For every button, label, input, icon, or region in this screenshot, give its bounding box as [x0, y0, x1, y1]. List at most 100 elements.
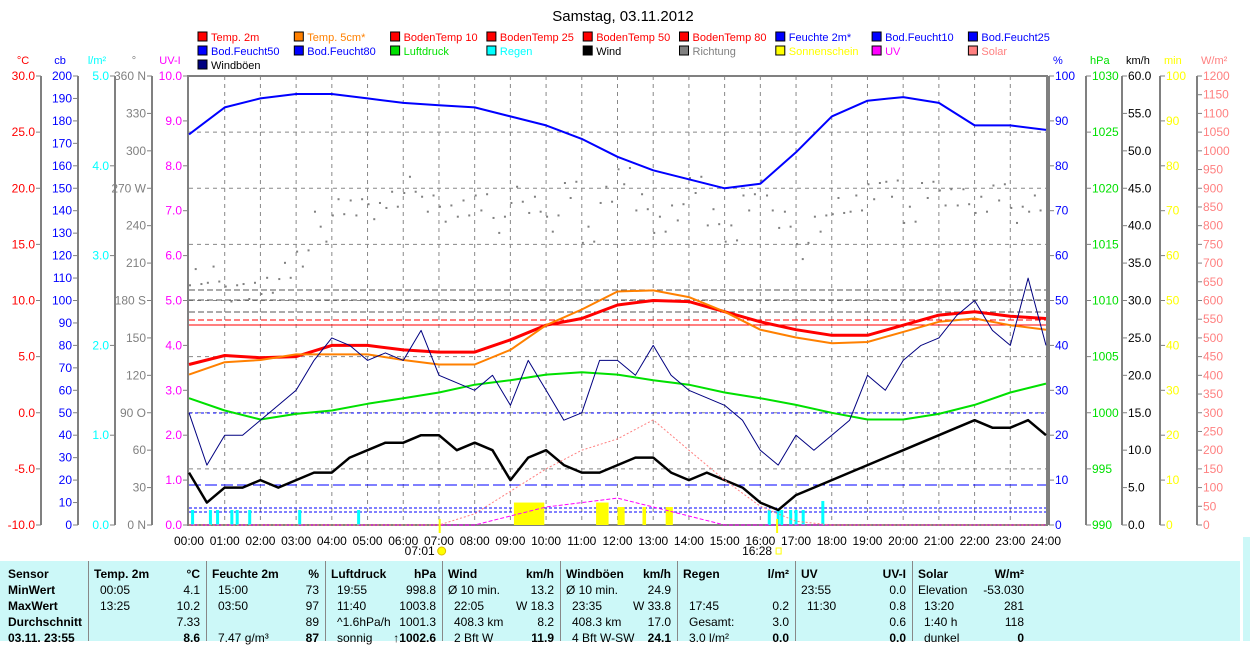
direction-dot	[956, 204, 959, 207]
table-cell: Durchschnitt	[8, 615, 83, 629]
sunshine-bar	[665, 507, 673, 525]
direction-dot	[831, 213, 834, 216]
table-cell: 1001.3	[399, 615, 436, 629]
direction-dot	[748, 209, 751, 212]
axis-tick-label: 10.0	[159, 69, 183, 83]
axis-tick-label: 1015	[1092, 237, 1119, 251]
axis-tick-label: 80	[1055, 159, 1069, 173]
table-cell: 97	[305, 599, 319, 613]
table-cell: 89	[305, 615, 319, 629]
table-cell: 10.2	[176, 599, 200, 613]
axis-tick-label: 180 S	[115, 294, 146, 308]
table-cell: Sensor	[8, 567, 49, 581]
axis-tick-label: 200	[52, 69, 72, 83]
rain-bar	[298, 510, 302, 525]
table-cell: 03.11. 23:55	[8, 631, 75, 645]
legend-swatch	[582, 45, 593, 56]
direction-dot	[516, 185, 519, 188]
axis-tick-label: 600	[1203, 294, 1223, 308]
series-windb-en	[188, 277, 1047, 466]
table-cell: 17:45	[689, 599, 720, 613]
axis-tick-label: 7.0	[165, 204, 182, 218]
direction-dot	[753, 193, 756, 196]
legend-item: Sonnenschein	[775, 45, 859, 58]
table-cell: 13.2	[530, 583, 554, 597]
direction-dot	[825, 214, 828, 217]
axis-tick-label: 10.0	[12, 294, 36, 308]
table-cell: W 18.3	[515, 599, 554, 613]
legend-label: Temp. 5cm*	[307, 32, 366, 44]
direction-dot	[468, 214, 471, 217]
table-cell: 408.3 km	[454, 615, 504, 629]
x-tick-label: 05:00	[353, 534, 383, 548]
moon-icon	[775, 547, 782, 555]
legend-item: Feuchte 2m*	[775, 31, 852, 44]
axis-tick-label: 20	[59, 473, 73, 487]
axis-tick-label: 30	[1055, 383, 1069, 397]
direction-dot	[546, 215, 549, 218]
axis-tick-label: 40	[59, 428, 73, 442]
legend-item: Richtung	[679, 45, 736, 58]
axis-tick-label: 330	[126, 106, 146, 120]
legend-swatch	[775, 31, 786, 42]
table-cell: 22:05	[454, 599, 485, 613]
direction-dot	[313, 210, 316, 213]
table-cell: 0.0	[889, 583, 906, 597]
x-tick-label: 04:00	[317, 534, 347, 548]
x-tick-label: 02:00	[245, 534, 275, 548]
axis-tick-label: 20.0	[12, 181, 36, 195]
axis-tick-label: 700	[1203, 256, 1223, 270]
axis-left-1: cb 0 10 20 30 40 50 60 70 80 90 100 110 120 130 140 150 1…	[52, 55, 79, 532]
legend-swatch	[679, 31, 689, 42]
axis-tick-label: 10	[59, 496, 73, 510]
legend-label: BodenTemp 10	[404, 32, 478, 44]
direction-dot	[742, 194, 745, 197]
direction-dot	[378, 201, 381, 204]
direction-dot	[724, 240, 727, 243]
axis-left-4: UV-I 0.0 1.0 2.0 3.0 4.0 5.0 6.0 7.0 8.0 9.0 10.0	[159, 55, 189, 532]
direction-dot	[307, 249, 310, 252]
table-cell: 408.3 km	[572, 615, 622, 629]
direction-dot	[408, 175, 411, 178]
column-separator	[88, 561, 89, 641]
direction-dot	[813, 215, 816, 218]
direction-dot	[682, 203, 685, 206]
axis-tick-label: 0	[1203, 518, 1210, 532]
direction-dot	[242, 283, 245, 286]
axis-tick-label: 170	[52, 136, 72, 150]
axis-tick-label: 55.0	[1128, 106, 1152, 120]
axis-tick-label: 1000	[1203, 144, 1230, 158]
direction-dot	[253, 281, 256, 284]
legend-swatch	[197, 45, 208, 56]
table-cell: Ø 10 min.	[566, 583, 619, 597]
legend-label: Luftdruck	[404, 46, 450, 58]
direction-dot	[671, 204, 674, 207]
table-cell: 19:55	[337, 583, 368, 597]
direction-dot	[539, 210, 542, 213]
direction-dot	[789, 225, 792, 228]
axis-tick-label: 50	[59, 406, 73, 420]
direction-dot	[421, 195, 424, 198]
x-tick-label: 07:00	[424, 534, 454, 548]
direction-dot	[373, 218, 376, 221]
axis-tick-label: 4.0	[92, 159, 109, 173]
direction-dot	[771, 209, 774, 212]
axis-tick-label: 3.0	[165, 383, 182, 397]
axis-tick-label: 1100	[1203, 106, 1229, 120]
axis-tick-label: 35.0	[1128, 256, 1152, 270]
direction-dot	[236, 284, 239, 287]
legend-item: Wind	[582, 45, 621, 58]
direction-dot	[628, 167, 631, 170]
axis-tick-label: 5.0	[1128, 481, 1145, 495]
table-cell: 118	[1004, 615, 1024, 629]
direction-dot	[289, 276, 292, 279]
table-cell: ^1.6hPa/h	[337, 615, 391, 629]
direction-dot	[462, 199, 465, 202]
direction-dot	[528, 211, 531, 214]
axis-tick-label: 60	[1055, 249, 1069, 263]
direction-dot	[855, 194, 858, 197]
legend-item: BodenTemp 50	[582, 31, 670, 44]
legend-label: Wind	[596, 46, 621, 58]
axis-tick-label: 100	[1203, 481, 1223, 495]
direction-dot	[867, 183, 870, 186]
